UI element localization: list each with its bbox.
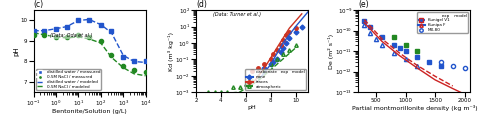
- Y-axis label: Kd (m³ kg⁻¹): Kd (m³ kg⁻¹): [168, 32, 174, 71]
- Legend: carbonate   exp   model, none, traces, atmospheric: carbonate exp model, none, traces, atmos…: [245, 69, 306, 90]
- Text: (d): (d): [196, 1, 207, 9]
- Y-axis label: De (m² s⁻¹): De (m² s⁻¹): [328, 34, 334, 69]
- Text: (Data: Turner et al.): (Data: Turner et al.): [213, 12, 261, 17]
- X-axis label: Bentonite/Solution (g/L): Bentonite/Solution (g/L): [52, 109, 127, 114]
- Legend: distilled water / measured, 0.5M NaCl / measured, distilled water / modeled, 0.5: distilled water / measured, 0.5M NaCl / …: [36, 69, 101, 90]
- Legend:            exp    model, Kunigel V1, Kunipa F, MX-80: exp model, Kunigel V1, Kunipa F, MX-80: [417, 12, 468, 33]
- Text: (c): (c): [34, 1, 44, 9]
- Y-axis label: pH: pH: [13, 46, 19, 56]
- Text: (Data: Oda et al.): (Data: Oda et al.): [50, 33, 93, 38]
- Text: (e): (e): [359, 1, 369, 9]
- X-axis label: Partial montmorillonite density (kg m⁻³): Partial montmorillonite density (kg m⁻³): [351, 105, 477, 111]
- X-axis label: pH: pH: [248, 105, 256, 110]
